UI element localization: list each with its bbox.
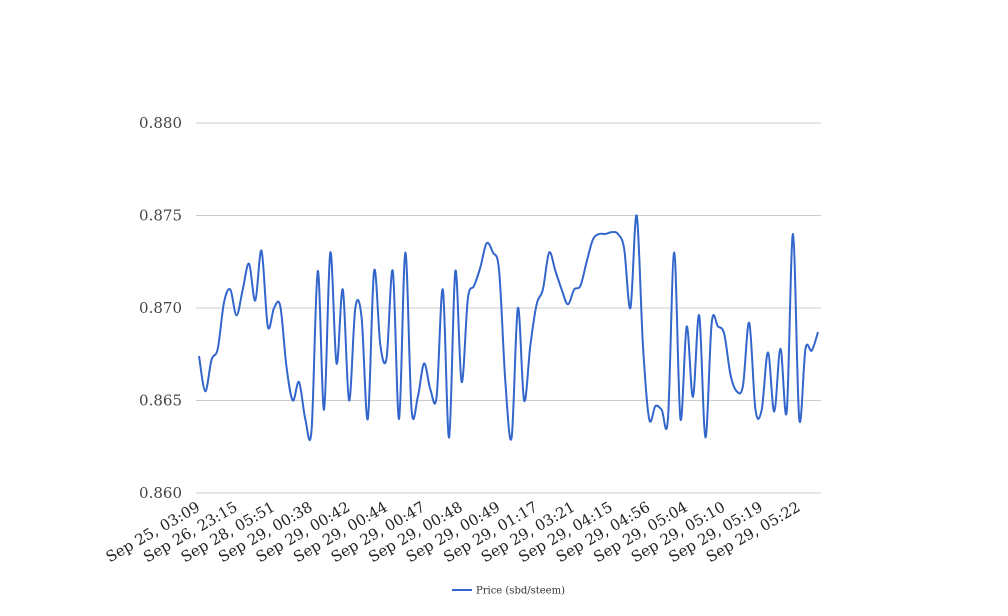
y-tick-label: 0.860: [139, 484, 182, 502]
y-tick-label: 0.865: [139, 392, 182, 410]
y-axis-tick-labels: 0.860 0.865 0.870 0.875 0.880: [139, 114, 182, 502]
legend[interactable]: Price (sbd/steem): [452, 586, 565, 597]
y-tick-label: 0.880: [139, 114, 182, 132]
y-tick-label: 0.870: [139, 299, 182, 317]
gridlines: [196, 122, 821, 494]
series-line-price: [198, 214, 819, 441]
y-tick-label: 0.875: [139, 207, 182, 225]
legend-label: Price (sbd/steem): [476, 586, 565, 597]
series-lines: [198, 214, 819, 441]
